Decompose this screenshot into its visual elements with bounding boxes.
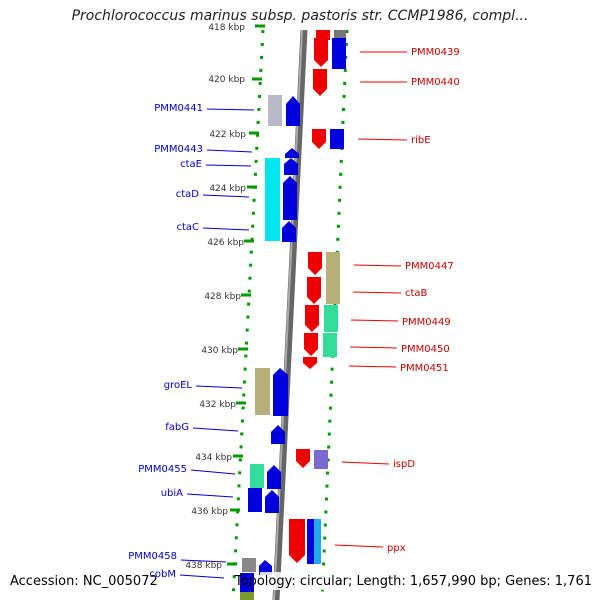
label-pmm0451[interactable]: PMM0451 [400, 363, 449, 374]
gene-arrow-pmm0443[interactable] [285, 148, 299, 158]
tick-428: 428 kbp [204, 292, 251, 302]
gene-arrow-ctad[interactable] [283, 176, 297, 220]
tick-430: 430 kbp [201, 346, 248, 356]
gene-arrow-ctac[interactable] [282, 221, 296, 242]
label-pmm0458[interactable]: PMM0458 [128, 551, 177, 562]
right-strand-features [289, 30, 346, 564]
genome-title: Prochlorococcus marinus subsp. pastoris … [71, 8, 529, 24]
gene-block-groel[interactable] [255, 368, 270, 415]
tick-label-436: 436 kbp [191, 507, 228, 517]
gene-block-pmm0450[interactable] [323, 333, 337, 357]
gene-arrow-ispd[interactable] [296, 449, 310, 468]
gene-block-ctab[interactable] [326, 252, 340, 304]
label-pmm0450[interactable]: PMM0450 [401, 344, 450, 355]
gene-arrow-ctae[interactable] [284, 158, 298, 175]
label-fabg[interactable]: fabG [165, 422, 189, 433]
label-pmm0441[interactable]: PMM0441 [154, 103, 203, 114]
accession-text: Accession: NC_005072 [10, 574, 158, 589]
label-pmm0439[interactable]: PMM0439 [411, 47, 460, 58]
label-pmm0455[interactable]: PMM0455 [138, 464, 187, 475]
topology-summary: Topology: circular; Length: 1,657,990 bp… [234, 574, 592, 589]
label-groel[interactable]: groEL [164, 380, 193, 391]
gene-arrow-pmm0450[interactable] [304, 333, 318, 356]
label-ctad[interactable]: ctaD [176, 189, 200, 200]
gene-block-ispd[interactable] [314, 450, 328, 469]
gene-block-pmm0458[interactable] [242, 558, 256, 572]
gene-arrow-ctab[interactable] [307, 277, 321, 304]
tick-422: 422 kbp [209, 130, 259, 140]
tick-420: 420 kbp [208, 75, 262, 85]
gene-arrow-ppx[interactable] [289, 519, 305, 563]
gene-arrow-pmm0458[interactable] [259, 560, 272, 575]
tick-436: 436 kbp [191, 507, 240, 517]
gene-arrow-pmm0441[interactable] [286, 96, 300, 126]
label-ubia[interactable]: ubiA [161, 488, 183, 499]
tick-label-420: 420 kbp [208, 75, 245, 85]
label-pmm0447[interactable]: PMM0447 [405, 261, 454, 272]
gene-arrow-pmm0439[interactable] [314, 38, 328, 67]
gene-arrow-ribe[interactable] [312, 129, 326, 149]
tick-424: 424 kbp [209, 184, 257, 194]
gene-block-ppx-b[interactable] [314, 519, 321, 564]
gene-arrow-pmm0455[interactable] [267, 465, 281, 489]
label-pmm0443[interactable]: PMM0443 [154, 144, 203, 155]
tick-label-422: 422 kbp [209, 130, 246, 140]
label-ribe[interactable]: ribE [411, 135, 431, 146]
label-ctae[interactable]: ctaE [180, 159, 202, 170]
tick-label-424: 424 kbp [209, 184, 246, 194]
label-ppx[interactable]: ppx [387, 543, 406, 554]
gene-block-cobm-b[interactable] [240, 592, 254, 600]
tick-label-432: 432 kbp [199, 400, 236, 410]
ruler-ticks: 418 kbp 420 kbp 422 kbp 424 kbp 426 kbp … [185, 23, 265, 571]
gene-block-pmm0455[interactable] [250, 464, 264, 488]
gene-block-ribe[interactable] [330, 129, 344, 149]
left-gene-labels: PMM0441 PMM0443 ctaE ctaD ctaC groEL fab… [128, 103, 255, 580]
label-cobm[interactable]: cobM [149, 569, 176, 580]
tick-label-428: 428 kbp [204, 292, 241, 302]
tick-label-430: 430 kbp [201, 346, 238, 356]
gene-block-pmm0439[interactable] [332, 38, 346, 69]
right-gene-labels: PMM0439 PMM0440 ribE PMM0447 ctaB PMM044… [334, 47, 460, 554]
gene-block-ppx-a[interactable] [307, 519, 314, 564]
tick-418: 418 kbp [208, 23, 265, 33]
gene-block-pmm0449[interactable] [324, 305, 338, 332]
tick-434: 434 kbp [195, 453, 243, 463]
tick-label-418: 418 kbp [208, 23, 245, 33]
gene-arrow-ubia[interactable] [265, 490, 279, 513]
label-ispd[interactable]: ispD [393, 459, 415, 470]
gene-block-cobm[interactable] [240, 573, 254, 595]
gene-block-pmm0441[interactable] [268, 95, 282, 126]
tick-426: 426 kbp [207, 238, 254, 248]
left-strand-features [240, 95, 300, 600]
tick-438: 438 kbp [185, 561, 237, 571]
tick-label-434: 434 kbp [195, 453, 232, 463]
gene-block-cta[interactable] [265, 158, 280, 241]
gene-arrow-groel[interactable] [273, 368, 288, 416]
label-pmm0440[interactable]: PMM0440 [411, 77, 460, 88]
label-ctab[interactable]: ctaB [405, 288, 428, 299]
gene-arrow-fabg[interactable] [271, 425, 285, 444]
gene-arrow-pmm0447[interactable] [308, 252, 322, 275]
tick-432: 432 kbp [199, 400, 246, 410]
gene-arrow-pmm0449[interactable] [305, 305, 319, 332]
label-ctac[interactable]: ctaC [176, 222, 199, 233]
gene-block-ubia[interactable] [248, 488, 262, 512]
gene-arrow-pmm0451[interactable] [303, 357, 317, 369]
gene-arrow-pmm0440[interactable] [313, 69, 327, 96]
tick-label-426: 426 kbp [207, 238, 244, 248]
tick-label-438: 438 kbp [185, 561, 222, 571]
label-pmm0449[interactable]: PMM0449 [402, 317, 451, 328]
